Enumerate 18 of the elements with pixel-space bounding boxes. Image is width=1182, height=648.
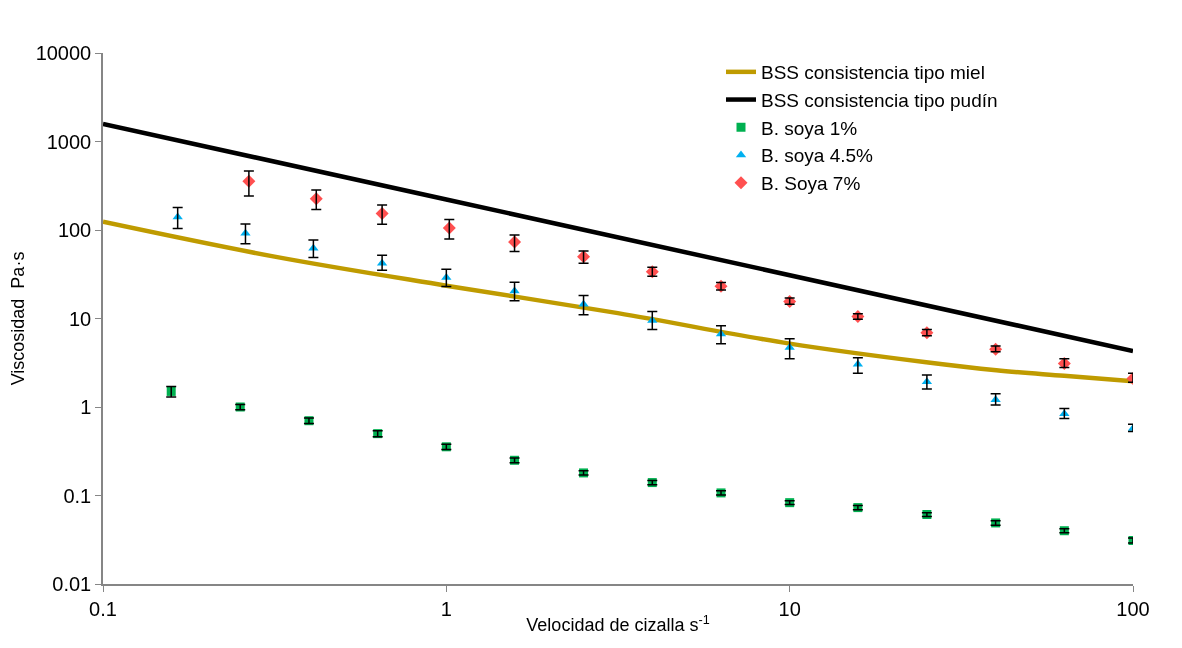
- y-tick-label: 0.1: [63, 484, 92, 507]
- legend-label: B. soya 1%: [761, 117, 858, 139]
- y-tick-label: 10: [69, 307, 92, 330]
- x-tick-label: 1: [440, 597, 452, 620]
- legend-label: BSS consistencia tipo miel: [761, 62, 985, 84]
- legend-label: BSS consistencia tipo pudín: [761, 89, 998, 111]
- legend-label: B. Soya 7%: [761, 173, 861, 195]
- x-tick-label: 100: [1116, 597, 1150, 620]
- x-tick-label: 0.1: [89, 597, 117, 620]
- y-tick-label: 0.01: [52, 573, 92, 595]
- y-axis-title: Viscosidad Pa·s: [8, 251, 29, 386]
- legend-label: B. soya 4.5%: [761, 145, 874, 167]
- y-tick-label: 1000: [46, 130, 92, 153]
- x-axis-title: Velocidad de cizalla s$^{-1}$: [526, 612, 710, 636]
- x-tick-label: 10: [778, 597, 801, 620]
- y-tick-label: 100: [57, 219, 92, 241]
- y-tick-label: 10000: [35, 42, 92, 64]
- y-tick-label: 1: [80, 396, 92, 418]
